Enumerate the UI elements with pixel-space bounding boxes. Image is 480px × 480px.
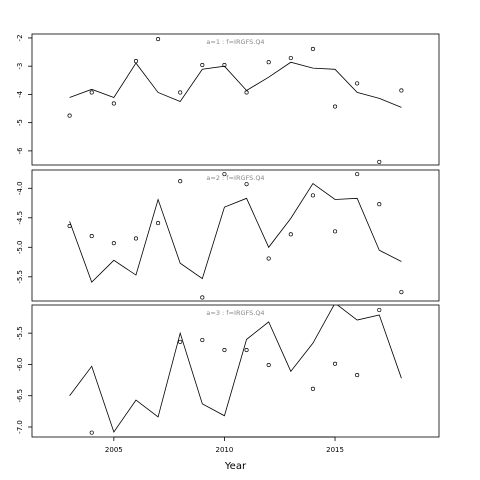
y-tick-label: -4 <box>16 90 24 98</box>
data-point <box>355 373 360 378</box>
y-tick-label: -5.0 <box>16 240 24 254</box>
data-point <box>310 46 315 52</box>
y-tick-label: -4.5 <box>16 211 24 225</box>
panel-frame <box>31 33 440 166</box>
data-point <box>310 193 315 198</box>
data-point <box>377 307 382 313</box>
data-point <box>89 90 94 95</box>
y-tick-label: -6 <box>16 147 24 155</box>
data-point <box>89 234 94 239</box>
data-point <box>67 224 72 229</box>
data-point <box>288 232 293 237</box>
data-point <box>178 339 183 344</box>
data-point <box>332 104 338 109</box>
data-point <box>89 430 94 435</box>
data-point <box>399 290 404 295</box>
data-point <box>399 88 404 93</box>
data-point <box>355 172 360 177</box>
y-tick-label: -7.0 <box>16 420 24 434</box>
data-point <box>244 182 249 187</box>
data-point <box>111 101 116 106</box>
panel-annotation: a=3 : f=IRGFS.Q4 <box>206 309 264 317</box>
x-tick-label: 2005 <box>105 446 123 454</box>
panel-frame <box>31 169 440 302</box>
plot-area <box>67 37 404 164</box>
series-line <box>69 305 402 433</box>
x-tick-label: 2010 <box>216 446 234 454</box>
series-line <box>69 182 402 283</box>
data-point <box>266 60 271 65</box>
data-point <box>222 63 227 68</box>
panel-annotation: a=2 : f=IRGFS.Q4 <box>206 174 264 182</box>
y-tick-label: -5 <box>16 119 24 126</box>
data-point <box>244 90 249 95</box>
data-point <box>244 347 249 353</box>
data-point <box>200 337 205 343</box>
data-point <box>111 241 116 246</box>
x-tick-label: 2015 <box>326 446 344 454</box>
data-point <box>288 55 293 61</box>
data-point <box>355 81 360 86</box>
y-tick-label: -5.5 <box>16 326 24 340</box>
data-point <box>266 256 271 261</box>
y-tick-label: -4.0 <box>16 181 24 195</box>
y-tick-label: -6.5 <box>16 389 24 403</box>
data-point <box>156 37 161 42</box>
plot-area <box>69 305 402 435</box>
series-line <box>69 61 402 108</box>
data-point <box>222 347 227 353</box>
y-tick-label: -2 <box>16 34 24 41</box>
panel-annotation: a=1 : f=IRGFS.Q4 <box>206 38 264 46</box>
data-point <box>310 386 315 391</box>
data-point <box>200 295 205 300</box>
data-point <box>133 236 139 241</box>
plot-area <box>67 172 404 300</box>
data-point <box>178 90 183 95</box>
data-point <box>332 361 338 366</box>
data-point <box>266 363 271 368</box>
y-tick-label: -6.0 <box>16 358 24 372</box>
y-tick-label: -5.5 <box>16 270 24 284</box>
data-point <box>332 229 338 234</box>
data-point <box>133 59 139 64</box>
data-point <box>200 63 205 68</box>
data-point <box>377 202 382 207</box>
x-axis-label: Year <box>224 461 247 472</box>
data-point <box>377 159 382 164</box>
data-point <box>178 179 183 184</box>
data-point <box>222 172 227 177</box>
data-point <box>67 113 72 118</box>
y-tick-label: -3 <box>16 63 24 70</box>
data-point <box>156 221 161 226</box>
